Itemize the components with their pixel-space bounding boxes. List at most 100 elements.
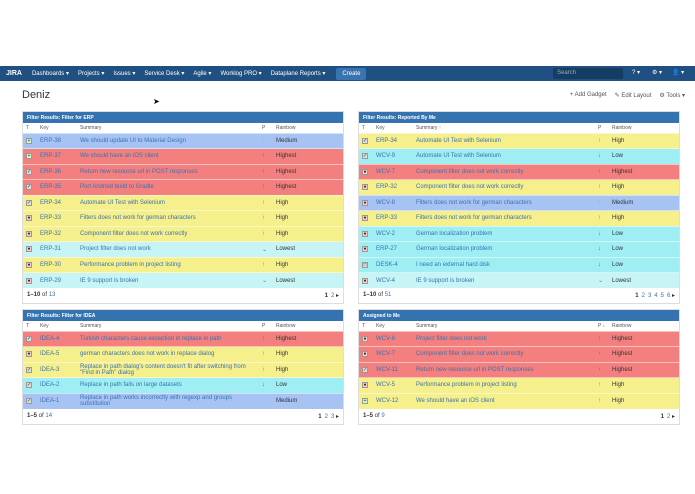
table-row[interactable]: ● IDEA-5 german characters does not work i… [23, 346, 343, 362]
help-icon[interactable]: ? ▾ [632, 70, 641, 76]
next-page-icon[interactable]: ▸ [671, 293, 675, 299]
page-link[interactable]: 3 [647, 293, 652, 299]
total-count[interactable]: 13 [48, 292, 56, 298]
issue-key[interactable]: ERP-34 [373, 132, 413, 149]
issue-key[interactable]: ERP-33 [37, 210, 77, 226]
col-priority[interactable]: P [262, 124, 266, 131]
table-row[interactable]: ● WCV-2 German localization problem ↓ Low [359, 225, 679, 242]
issue-key[interactable]: ERP-27 [373, 241, 413, 257]
table-row[interactable]: ✓ IDEA-2 Replace in path fails on large da… [23, 377, 343, 393]
col-key[interactable]: Key [40, 322, 49, 329]
jira-logo[interactable]: JIRA [6, 70, 22, 77]
col-rainbow[interactable]: Rainbow [612, 124, 632, 131]
table-row[interactable]: ● ERP-32 Component filter does not work co… [359, 179, 679, 195]
nav-item[interactable]: Worklog PRO ▾ [220, 71, 262, 77]
page-link[interactable]: 1 [635, 293, 639, 299]
table-row[interactable]: + ERP-38 We should update UI to Material D… [23, 132, 343, 149]
col-summary[interactable]: Summary [80, 124, 102, 131]
issue-summary[interactable]: Filters does not work for german charact… [77, 210, 259, 226]
next-page-icon[interactable]: ▸ [335, 293, 339, 299]
table-row[interactable]: ✓ WCV-9 Automate UI Test with Selenium ↓ Low [359, 148, 679, 164]
issue-summary[interactable]: Component filter does not work correctly [413, 346, 595, 362]
issue-summary[interactable]: Replace in path dialog's content doesn't… [77, 361, 259, 378]
issue-summary[interactable]: I need an external hard disk [413, 256, 595, 273]
nav-item[interactable]: Service Desk ▾ [144, 71, 185, 77]
col-key[interactable]: Key [376, 124, 385, 131]
tools-button[interactable]: ⚙ Tools ▾ [659, 93, 685, 99]
table-row[interactable]: ✓ ERP-34 Automate UI Test with Selenium ↑ Hi… [23, 194, 343, 211]
nav-item[interactable]: Agile ▾ [193, 71, 212, 77]
page-link[interactable]: 2 [330, 293, 335, 299]
issue-summary[interactable]: Return new resource url in POST response… [413, 361, 595, 378]
issue-key[interactable]: IDEA-4 [37, 330, 77, 347]
issue-key[interactable]: WCV-4 [373, 272, 413, 288]
avatar[interactable]: 👤 ▾ [672, 70, 685, 76]
total-count[interactable]: 9 [381, 412, 385, 419]
col-priority[interactable]: P [262, 322, 266, 329]
col-rainbow[interactable]: Rainbow [276, 322, 296, 329]
table-row[interactable]: ✓ ERP-34 Automate UI Test with Selenium ↑ Hi… [359, 132, 679, 149]
issue-summary[interactable]: We should update UI to Material Design [77, 132, 259, 149]
issue-key[interactable]: WCV-6 [373, 330, 413, 347]
next-page-icon[interactable]: ▸ [671, 413, 675, 420]
issue-summary[interactable]: Project filter does not work [77, 241, 259, 257]
issue-summary[interactable]: We should have an iOS client [77, 148, 259, 164]
issue-summary[interactable]: IE 9 support is broken [413, 272, 595, 288]
page-link[interactable]: 4 [654, 293, 658, 299]
table-row[interactable]: ● WCV-7 Component filter does not work cor… [359, 163, 679, 180]
issue-key[interactable]: IDEA-1 [37, 392, 77, 409]
issue-key[interactable]: ERP-31 [37, 241, 77, 257]
issue-summary[interactable]: Component filter does not work correctly [413, 179, 595, 195]
issue-key[interactable]: ERP-30 [37, 256, 77, 273]
issue-key[interactable]: IDEA-2 [37, 377, 77, 393]
page-link[interactable]: 6 [666, 293, 671, 299]
table-row[interactable]: ● WCV-8 Filters does not work for german c… [359, 194, 679, 211]
search-input[interactable]: Search [553, 68, 623, 79]
issue-summary[interactable]: Filters does not work for german charact… [413, 194, 595, 211]
issue-summary[interactable]: Performance problem in project listing [77, 256, 259, 273]
issue-summary[interactable]: Project filter does not work [413, 330, 595, 347]
table-row[interactable]: ● ERP-27 German localization problem ↓ Low [359, 241, 679, 257]
table-row[interactable]: ✓ WCV-11 Return new resource url in POST r… [359, 361, 679, 378]
issue-key[interactable]: IDEA-3 [37, 361, 77, 378]
issue-key[interactable]: ERP-32 [373, 179, 413, 195]
table-row[interactable]: ✓ IDEA-4 Turkish characters cause exceptio… [23, 330, 343, 347]
issue-summary[interactable]: Automate UI Test with Selenium [413, 132, 595, 149]
issue-key[interactable]: ERP-34 [37, 194, 77, 211]
col-priority[interactable]: P [598, 124, 602, 131]
add-gadget-button[interactable]: + Add Gadget [569, 92, 607, 98]
total-count[interactable]: 51 [384, 292, 392, 298]
table-row[interactable]: ● WCV-6 Project filter does not work ↑ Highe… [359, 330, 679, 347]
gear-icon[interactable]: ⚙ ▾ [652, 70, 663, 76]
issue-summary[interactable]: Return new resource url in POST response… [77, 163, 259, 180]
col-summary[interactable]: Summary ↑ [416, 124, 442, 131]
issue-summary[interactable]: Replace in path fails on large datasets [77, 377, 259, 393]
issue-summary[interactable]: Filters does not work for german charact… [413, 210, 595, 226]
next-page-icon[interactable]: ▸ [335, 413, 339, 420]
issue-key[interactable]: DESK-4 [373, 256, 413, 273]
table-row[interactable]: ● ERP-29 IE 9 support is broken ⌄ Lowest [23, 272, 343, 288]
issue-key[interactable]: ERP-29 [37, 272, 77, 288]
table-row[interactable]: + ERP-37 We should have an iOS client ↑ High… [23, 148, 343, 164]
issue-summary[interactable]: German localization problem [413, 241, 595, 257]
issue-key[interactable]: WCV-12 [373, 392, 413, 409]
page-link[interactable]: 5 [660, 293, 664, 299]
issue-key[interactable]: WCV-7 [373, 163, 413, 180]
table-row[interactable]: ● WCV-5 Performance problem in project lis… [359, 377, 679, 393]
issue-summary[interactable]: german characters does not work in repla… [77, 346, 259, 362]
issue-summary[interactable]: Component filter does not work correctly [77, 225, 259, 242]
page-link[interactable]: 3 [330, 413, 335, 420]
issue-key[interactable]: ERP-35 [37, 179, 77, 195]
issue-key[interactable]: WCV-7 [373, 346, 413, 362]
col-type[interactable]: T [26, 322, 30, 329]
issue-summary[interactable]: Automate UI Test with Selenium [413, 148, 595, 164]
nav-item[interactable]: Projects ▾ [77, 71, 105, 77]
page-link[interactable]: 2 [666, 413, 671, 420]
issue-summary[interactable]: Component filter does not work correctly [413, 163, 595, 180]
nav-item[interactable]: Dashboards ▾ [31, 71, 69, 77]
issue-key[interactable]: ERP-38 [37, 132, 77, 149]
col-rainbow[interactable]: Rainbow [276, 124, 296, 131]
issue-key[interactable]: ERP-33 [373, 210, 413, 226]
create-button[interactable]: Create [336, 67, 367, 80]
col-type[interactable]: T [362, 124, 366, 131]
